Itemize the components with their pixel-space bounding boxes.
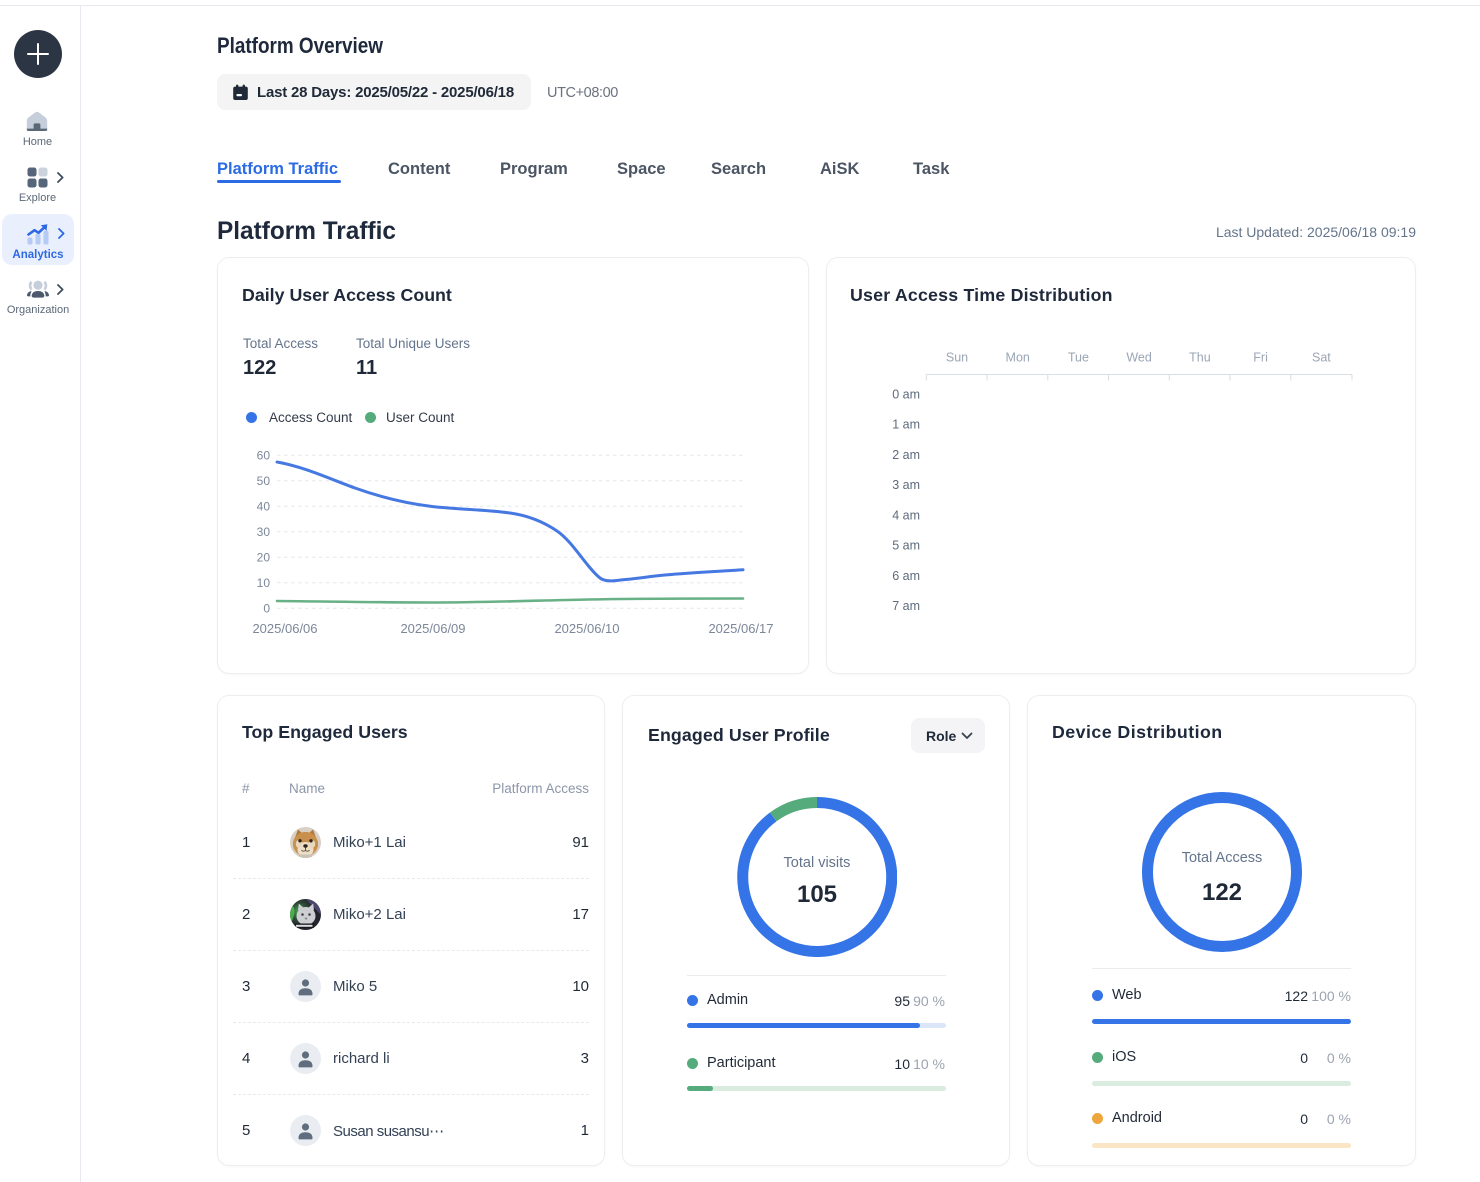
svg-text:0 am: 0 am bbox=[892, 388, 920, 402]
svg-text:30: 30 bbox=[257, 525, 271, 539]
svg-text:20: 20 bbox=[257, 551, 271, 565]
svg-text:2025/06/09: 2025/06/09 bbox=[400, 621, 465, 636]
svg-text:Sun: Sun bbox=[946, 351, 968, 365]
svg-text:40: 40 bbox=[257, 500, 271, 514]
svg-text:50: 50 bbox=[257, 474, 271, 488]
svg-text:6 am: 6 am bbox=[892, 569, 920, 583]
svg-text:Mon: Mon bbox=[1006, 351, 1030, 365]
svg-text:60: 60 bbox=[257, 449, 271, 463]
svg-text:10: 10 bbox=[257, 576, 271, 590]
svg-text:Fri: Fri bbox=[1253, 351, 1268, 365]
svg-text:Tue: Tue bbox=[1068, 351, 1089, 365]
svg-text:3 am: 3 am bbox=[892, 478, 920, 492]
svg-text:2 am: 2 am bbox=[892, 448, 920, 462]
svg-text:4 am: 4 am bbox=[892, 509, 920, 523]
svg-text:2025/06/17: 2025/06/17 bbox=[708, 621, 773, 636]
svg-text:Wed: Wed bbox=[1126, 351, 1152, 365]
svg-text:5 am: 5 am bbox=[892, 539, 920, 553]
svg-text:Thu: Thu bbox=[1189, 351, 1211, 365]
svg-text:0: 0 bbox=[263, 602, 270, 616]
svg-text:Sat: Sat bbox=[1312, 351, 1331, 365]
svg-text:2025/06/06: 2025/06/06 bbox=[252, 621, 317, 636]
svg-text:7 am: 7 am bbox=[892, 599, 920, 613]
svg-text:1 am: 1 am bbox=[892, 418, 920, 432]
svg-text:2025/06/10: 2025/06/10 bbox=[554, 621, 619, 636]
